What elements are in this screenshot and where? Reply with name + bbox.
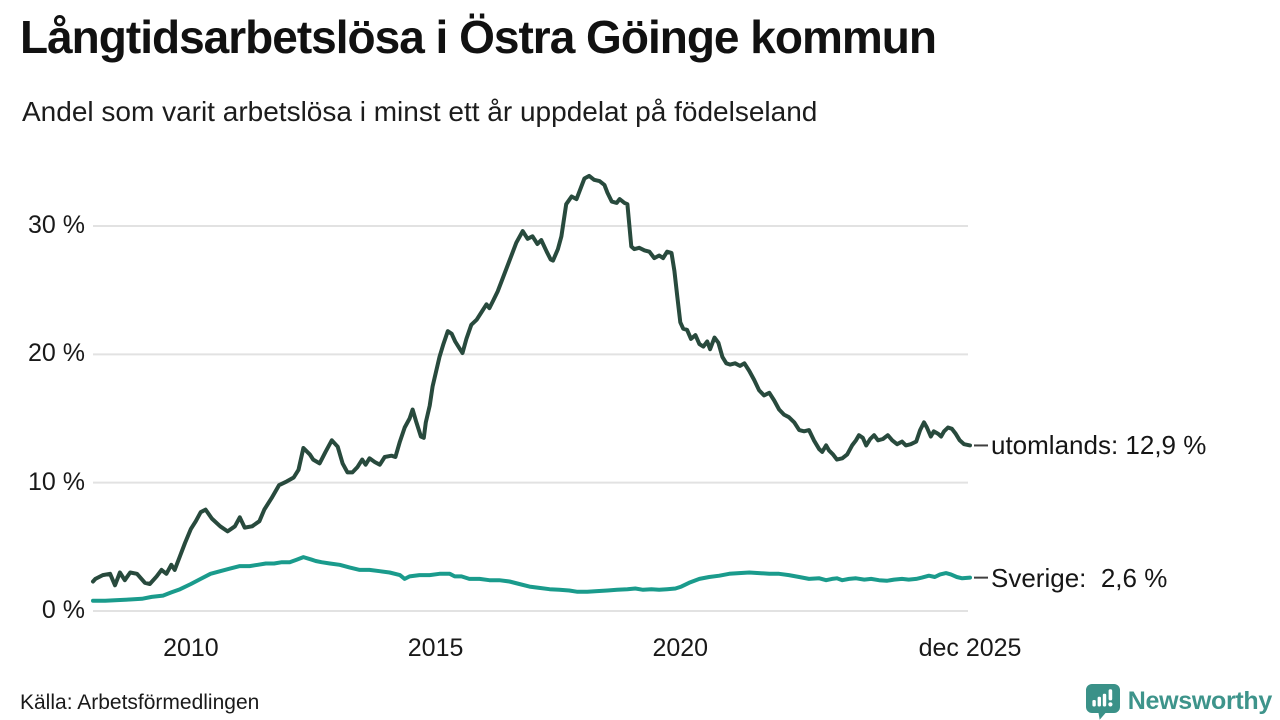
x-tick-label: dec 2025 xyxy=(918,634,1022,662)
x-tick-label: 2010 xyxy=(163,634,219,662)
series-line-Sverige xyxy=(91,555,972,603)
page-title: Långtidsarbetslösa i Östra Göinge kommun xyxy=(20,11,937,63)
series-lines xyxy=(91,173,972,603)
y-tick-label: 10 % xyxy=(28,467,85,496)
chart-subtitle: Andel som varit arbetslösa i minst ett å… xyxy=(22,96,818,127)
y-tick-label: 20 % xyxy=(28,339,85,368)
gridlines xyxy=(93,225,968,612)
brand-logo: Newsworthy xyxy=(1085,683,1272,720)
y-tick-label: 0 % xyxy=(41,596,85,624)
newsworthy-bubble-chart-icon xyxy=(1085,684,1120,720)
source-note: Källa: Arbetsförmedlingen xyxy=(20,691,260,714)
series-label-utomlands: utomlands: 12,9 % xyxy=(991,430,1207,461)
series-line-utomlands xyxy=(91,173,972,588)
series-label-sverige: Sverige: 2,6 % xyxy=(991,562,1168,593)
x-tick-label: 2015 xyxy=(407,634,464,662)
legend-leader-dashes xyxy=(974,444,988,579)
y-tick-label: 30 % xyxy=(28,211,85,239)
brand-name: Newsworthy xyxy=(1127,687,1273,715)
x-tick-label: 2020 xyxy=(652,634,709,662)
